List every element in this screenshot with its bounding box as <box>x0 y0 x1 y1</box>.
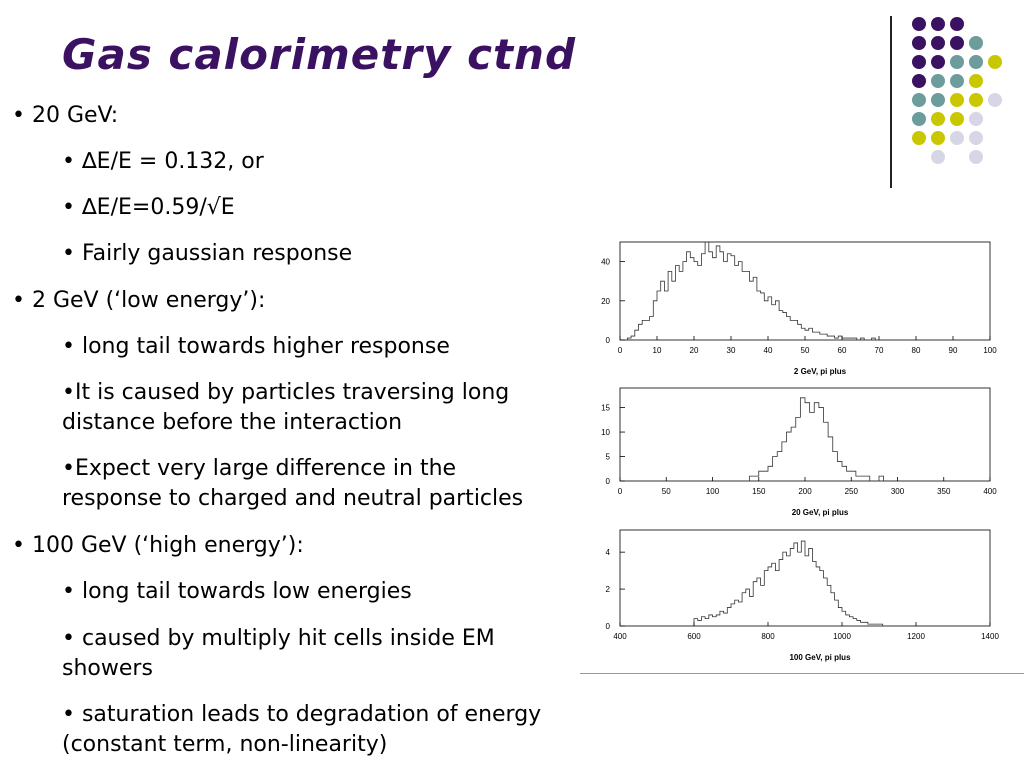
x-tick-label: 10 <box>653 346 662 355</box>
decor-dot <box>950 74 964 88</box>
x-tick-label: 90 <box>949 346 958 355</box>
histogram-0: 0 10 20 30 40 50 60 70 80 90 100 0 20 40 2 GeV, pi plu… <box>601 241 997 376</box>
histogram-line <box>620 397 990 482</box>
decor-dot <box>912 36 926 50</box>
x-axis-label: 100 GeV, pi plus <box>789 653 851 662</box>
sub-bullet-item: • saturation leads to degradation of ene… <box>62 702 542 727</box>
y-tick-label: 15 <box>601 404 610 413</box>
x-tick-label: 50 <box>662 487 671 496</box>
x-tick-label: 1400 <box>981 632 999 641</box>
x-tick-label: 50 <box>801 346 810 355</box>
histogram-line <box>620 540 990 627</box>
sub-bullet-item: (constant term, non-linearity) <box>62 732 388 757</box>
x-tick-label: 400 <box>983 487 997 496</box>
x-tick-label: 1200 <box>907 632 925 641</box>
plot-frame <box>619 241 991 341</box>
decor-dot <box>969 74 983 88</box>
decor-dot <box>931 93 945 107</box>
x-tick-label: 150 <box>752 487 766 496</box>
x-tick-label: 350 <box>937 487 951 496</box>
x-tick-label: 0 <box>618 346 623 355</box>
x-tick-label: 1000 <box>833 632 851 641</box>
sub-bullet-item: • long tail towards low energies <box>62 579 412 604</box>
x-tick-label: 400 <box>613 632 627 641</box>
decor-dot <box>931 74 945 88</box>
decor-dot <box>931 17 945 31</box>
bullet-item: • 2 GeV (‘low energy’): <box>12 288 266 313</box>
bullet-item: • 100 GeV (‘high energy’): <box>12 533 304 558</box>
x-tick-label: 100 <box>706 487 720 496</box>
sub-bullet-item: • long tail towards higher response <box>62 334 450 359</box>
y-tick-label: 10 <box>601 428 610 437</box>
decor-dot <box>931 112 945 126</box>
x-axis-label: 2 GeV, pi plus <box>794 367 847 376</box>
x-tick-label: 200 <box>798 487 812 496</box>
decorative-dot-grid <box>912 17 1002 164</box>
decor-dot <box>969 36 983 50</box>
y-tick-label: 0 <box>606 477 611 486</box>
plot-frame <box>619 529 991 627</box>
x-tick-label: 60 <box>838 346 847 355</box>
x-tick-label: 800 <box>761 632 775 641</box>
decor-dot <box>969 55 983 69</box>
title-divider-line <box>890 16 892 188</box>
x-tick-label: 100 <box>983 346 997 355</box>
decor-dot <box>969 150 983 164</box>
sub-bullet-item: showers <box>62 656 153 681</box>
decor-dot <box>950 36 964 50</box>
sub-bullet-item: • Fairly gaussian response <box>62 241 353 266</box>
decor-dot <box>931 55 945 69</box>
bullet-item: • 20 GeV: <box>12 103 119 128</box>
decor-dot <box>950 55 964 69</box>
decor-dot <box>969 112 983 126</box>
y-tick-label: 40 <box>601 258 610 267</box>
x-tick-label: 70 <box>875 346 884 355</box>
sub-bullet-item: •Expect very large difference in the <box>62 456 457 481</box>
y-tick-label: 0 <box>606 336 611 345</box>
decor-dot <box>912 93 926 107</box>
decor-dot <box>912 74 926 88</box>
decor-dot <box>988 93 1002 107</box>
sub-bullet-item: • caused by multiply hit cells inside EM <box>62 626 495 651</box>
x-tick-label: 0 <box>618 487 623 496</box>
x-axis-label: 20 GeV, pi plus <box>792 508 849 517</box>
decor-dot <box>950 93 964 107</box>
x-tick-label: 600 <box>687 632 701 641</box>
decor-dot <box>969 131 983 145</box>
sub-bullet-item: • ∆E/E=0.59/√E <box>62 195 235 220</box>
sub-bullet-item: • ∆E/E = 0.132, or <box>62 149 264 174</box>
decor-dot <box>931 150 945 164</box>
decor-dot <box>988 55 1002 69</box>
y-tick-label: 2 <box>606 585 611 594</box>
y-tick-label: 20 <box>601 297 610 306</box>
decor-dot <box>912 131 926 145</box>
sub-bullet-item: •It is caused by particles traversing lo… <box>62 380 510 405</box>
decor-dot <box>912 112 926 126</box>
y-tick-label: 5 <box>606 453 611 462</box>
decor-dot <box>950 131 964 145</box>
x-tick-label: 30 <box>727 346 736 355</box>
slide-title: Gas calorimetry ctnd <box>62 30 577 79</box>
decor-dot <box>931 131 945 145</box>
x-tick-label: 300 <box>891 487 905 496</box>
histogram-1: 0 50 100 150 200 250 300 350 400 0 5 10 15 20 GeV, pi… <box>601 387 997 517</box>
x-tick-label: 20 <box>690 346 699 355</box>
x-tick-label: 80 <box>912 346 921 355</box>
x-tick-label: 250 <box>845 487 859 496</box>
x-tick-label: 40 <box>764 346 773 355</box>
decor-dot <box>931 36 945 50</box>
decor-dot <box>950 17 964 31</box>
plot-bottom-line <box>580 673 1024 674</box>
y-tick-label: 4 <box>606 548 611 557</box>
decor-dot <box>912 55 926 69</box>
histogram-line <box>620 241 990 341</box>
decor-dot <box>912 17 926 31</box>
sub-bullet-item: distance before the interaction <box>62 410 403 435</box>
sub-bullet-item: response to charged and neutral particle… <box>62 486 524 511</box>
histogram-2: 400 600 800 1000 1200 1400 0 2 4 100 GeV, pi plus <box>606 529 999 662</box>
decor-dot <box>969 93 983 107</box>
decor-dot <box>950 112 964 126</box>
y-tick-label: 0 <box>606 622 611 631</box>
